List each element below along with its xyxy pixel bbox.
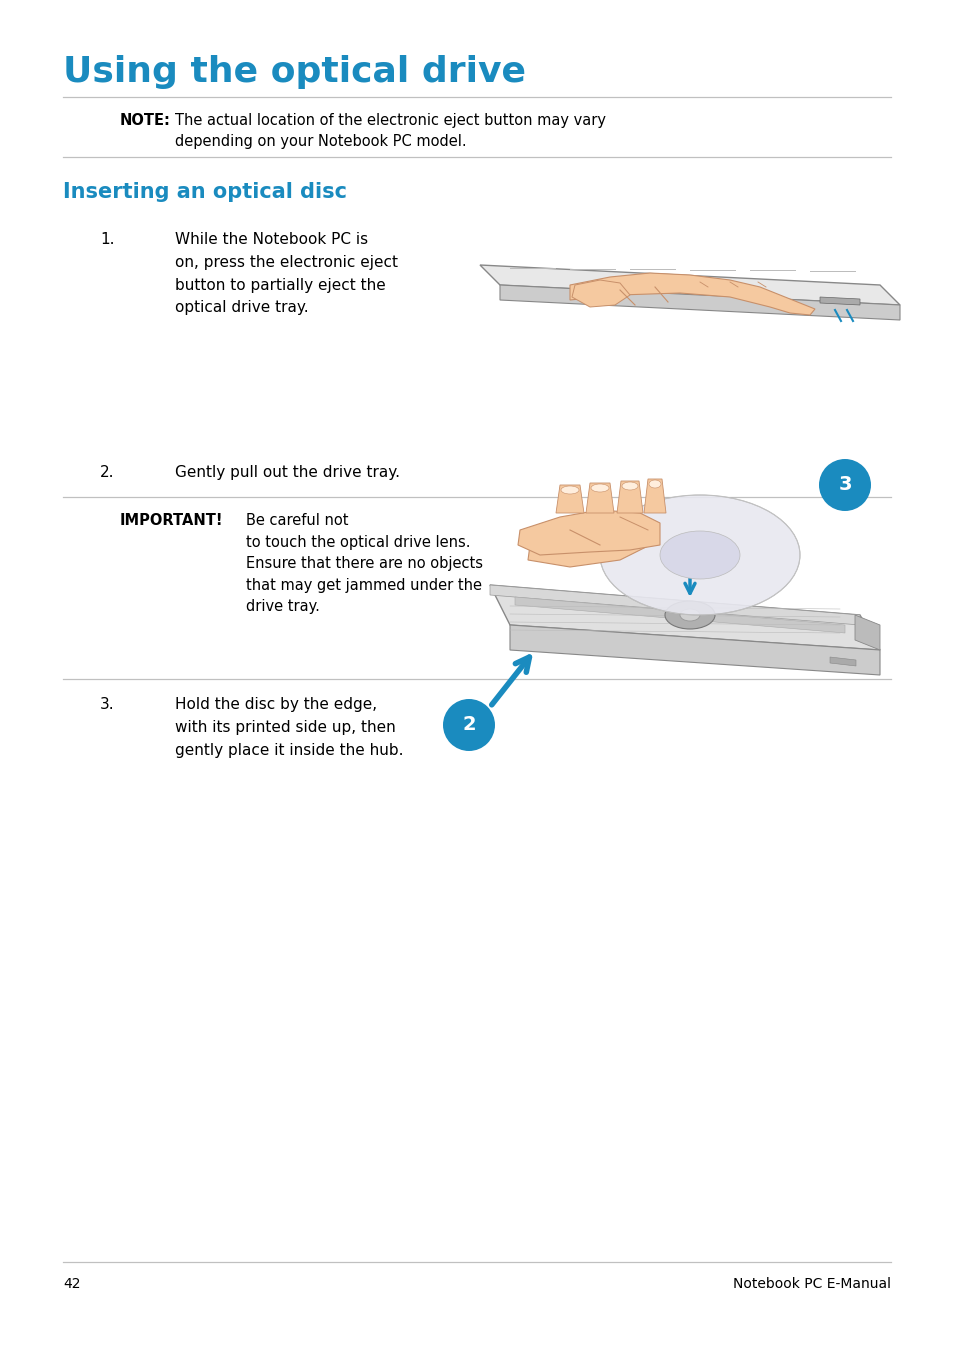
Polygon shape <box>510 625 879 675</box>
Ellipse shape <box>688 547 710 562</box>
Polygon shape <box>527 527 649 568</box>
Text: 1.: 1. <box>100 231 114 247</box>
Text: Hold the disc by the edge,
with its printed side up, then
gently place it inside: Hold the disc by the edge, with its prin… <box>174 697 403 757</box>
Polygon shape <box>499 285 899 320</box>
Polygon shape <box>643 479 665 512</box>
Circle shape <box>442 699 495 751</box>
Circle shape <box>818 459 870 511</box>
Polygon shape <box>854 615 879 650</box>
Polygon shape <box>515 597 844 633</box>
Ellipse shape <box>659 531 740 578</box>
Text: Gently pull out the drive tray.: Gently pull out the drive tray. <box>174 465 399 480</box>
Polygon shape <box>829 656 855 666</box>
Ellipse shape <box>560 486 578 494</box>
Text: The actual location of the electronic eject button may vary
depending on your No: The actual location of the electronic ej… <box>174 113 605 149</box>
Polygon shape <box>585 483 614 512</box>
Polygon shape <box>479 265 899 305</box>
Text: 2.: 2. <box>100 465 114 480</box>
Polygon shape <box>517 510 659 555</box>
Text: NOTE:: NOTE: <box>120 113 171 128</box>
Ellipse shape <box>648 480 660 488</box>
Ellipse shape <box>590 484 608 492</box>
Text: 3.: 3. <box>100 697 114 712</box>
Text: IMPORTANT!: IMPORTANT! <box>120 512 223 529</box>
Polygon shape <box>490 585 879 650</box>
Text: Be careful not
to touch the optical drive lens.
Ensure that there are no objects: Be careful not to touch the optical driv… <box>246 512 482 615</box>
Ellipse shape <box>664 601 714 629</box>
Text: 3: 3 <box>838 476 851 495</box>
Polygon shape <box>556 486 583 512</box>
Text: 42: 42 <box>63 1276 80 1291</box>
Polygon shape <box>569 273 814 315</box>
Ellipse shape <box>621 482 638 490</box>
Polygon shape <box>490 585 859 625</box>
Polygon shape <box>572 280 629 307</box>
Text: Using the optical drive: Using the optical drive <box>63 55 525 89</box>
Text: Notebook PC E-Manual: Notebook PC E-Manual <box>732 1276 890 1291</box>
Polygon shape <box>820 297 859 305</box>
Text: 2: 2 <box>461 716 476 734</box>
Ellipse shape <box>679 609 700 621</box>
Text: While the Notebook PC is
on, press the electronic eject
button to partially ejec: While the Notebook PC is on, press the e… <box>174 231 397 315</box>
Ellipse shape <box>599 495 800 615</box>
Text: Inserting an optical disc: Inserting an optical disc <box>63 182 347 202</box>
Polygon shape <box>617 482 642 512</box>
